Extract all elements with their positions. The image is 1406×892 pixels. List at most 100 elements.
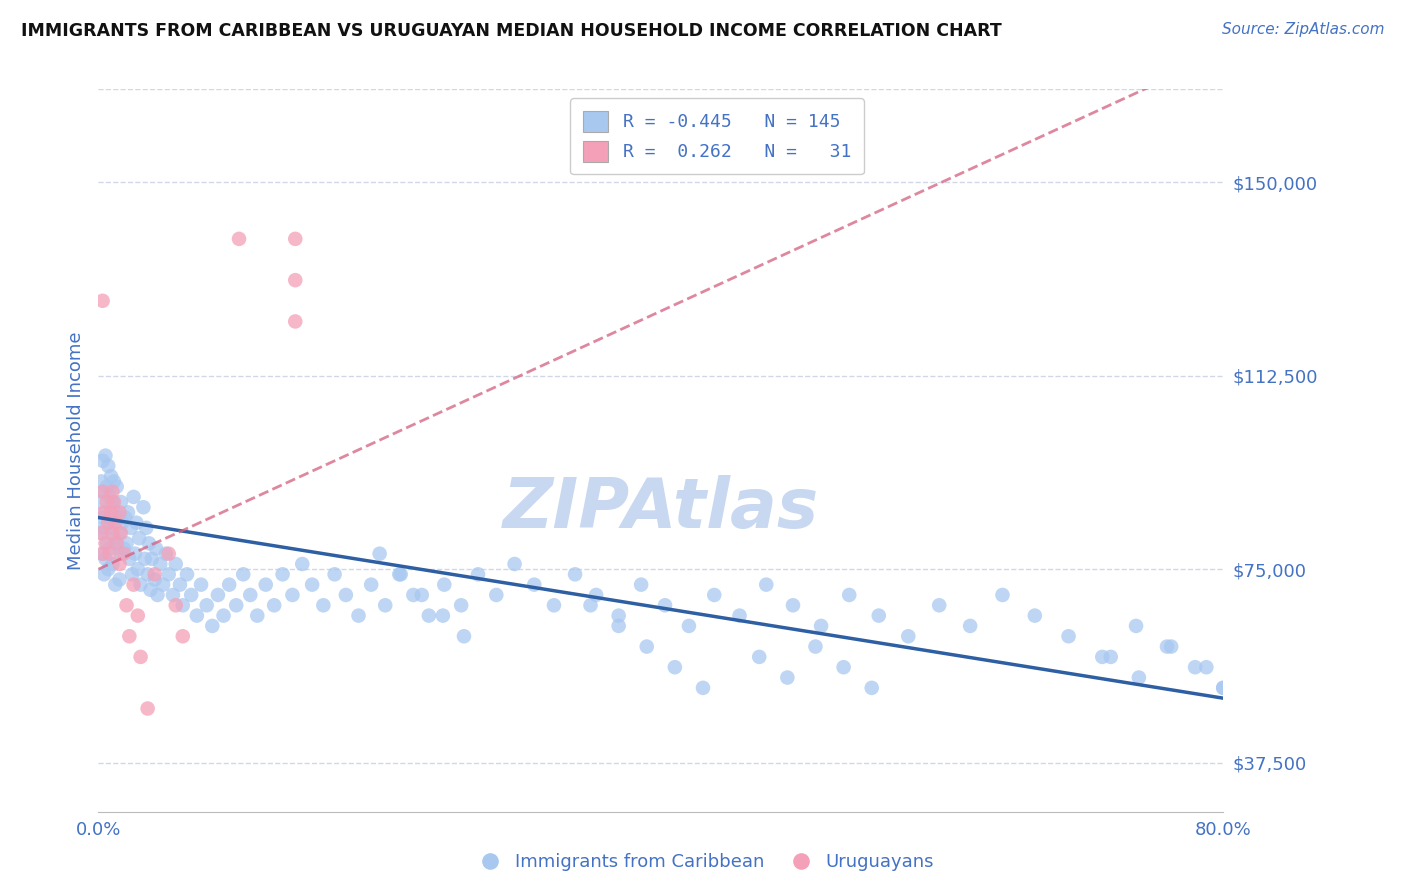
Text: IMMIGRANTS FROM CARIBBEAN VS URUGUAYAN MEDIAN HOUSEHOLD INCOME CORRELATION CHART: IMMIGRANTS FROM CARIBBEAN VS URUGUAYAN M… bbox=[21, 22, 1002, 40]
Point bbox=[804, 640, 827, 654]
Point bbox=[418, 608, 440, 623]
Point bbox=[271, 567, 294, 582]
Point bbox=[636, 640, 658, 654]
Point bbox=[284, 314, 307, 328]
Y-axis label: Median Household Income: Median Household Income bbox=[66, 331, 84, 570]
Point bbox=[94, 505, 117, 519]
Point bbox=[959, 619, 981, 633]
Point bbox=[104, 505, 127, 519]
Point bbox=[246, 608, 269, 623]
Point bbox=[523, 577, 546, 591]
Point bbox=[180, 588, 202, 602]
Point bbox=[138, 536, 160, 550]
Point bbox=[450, 599, 472, 613]
Point bbox=[263, 599, 285, 613]
Point bbox=[897, 629, 920, 643]
Point bbox=[630, 577, 652, 591]
Point bbox=[136, 701, 159, 715]
Point bbox=[93, 484, 115, 499]
Point bbox=[90, 526, 112, 541]
Point bbox=[135, 521, 157, 535]
Text: Source: ZipAtlas.com: Source: ZipAtlas.com bbox=[1222, 22, 1385, 37]
Legend: Immigrants from Caribbean, Uruguayans: Immigrants from Caribbean, Uruguayans bbox=[464, 847, 942, 879]
Point bbox=[228, 232, 250, 246]
Point bbox=[485, 588, 508, 602]
Point bbox=[118, 551, 141, 566]
Point bbox=[1212, 681, 1234, 695]
Point bbox=[1091, 649, 1114, 664]
Point bbox=[91, 484, 114, 499]
Point bbox=[165, 599, 187, 613]
Point bbox=[105, 536, 128, 550]
Point bbox=[101, 484, 124, 499]
Point bbox=[432, 608, 454, 623]
Point bbox=[755, 577, 778, 591]
Point bbox=[585, 588, 607, 602]
Point bbox=[118, 629, 141, 643]
Point bbox=[91, 293, 114, 308]
Point bbox=[212, 608, 235, 623]
Point bbox=[100, 521, 122, 535]
Point bbox=[93, 505, 115, 519]
Point bbox=[91, 547, 114, 561]
Point bbox=[782, 599, 804, 613]
Point bbox=[312, 599, 335, 613]
Point bbox=[169, 577, 191, 591]
Point bbox=[607, 608, 630, 623]
Point bbox=[284, 273, 307, 287]
Point bbox=[868, 608, 890, 623]
Point bbox=[433, 577, 456, 591]
Point bbox=[360, 577, 382, 591]
Point bbox=[107, 510, 129, 524]
Point bbox=[105, 536, 128, 550]
Point bbox=[172, 599, 194, 613]
Point bbox=[108, 573, 131, 587]
Point bbox=[100, 505, 122, 519]
Text: ZIPAtlas: ZIPAtlas bbox=[503, 475, 818, 541]
Point bbox=[543, 599, 565, 613]
Point bbox=[207, 588, 229, 602]
Point bbox=[664, 660, 686, 674]
Point bbox=[97, 562, 120, 576]
Point bbox=[112, 547, 135, 561]
Point bbox=[284, 232, 307, 246]
Point bbox=[176, 567, 198, 582]
Point bbox=[127, 562, 149, 576]
Point bbox=[1212, 681, 1234, 695]
Point bbox=[146, 588, 169, 602]
Point bbox=[98, 490, 121, 504]
Point bbox=[335, 588, 357, 602]
Point bbox=[94, 551, 117, 566]
Point bbox=[97, 516, 120, 530]
Point bbox=[127, 608, 149, 623]
Point bbox=[152, 577, 174, 591]
Point bbox=[112, 541, 135, 556]
Point bbox=[195, 599, 218, 613]
Point bbox=[1125, 619, 1147, 633]
Point bbox=[124, 547, 146, 561]
Point bbox=[703, 588, 725, 602]
Point bbox=[98, 541, 121, 556]
Point bbox=[1057, 629, 1080, 643]
Point bbox=[225, 599, 247, 613]
Point bbox=[157, 547, 180, 561]
Point bbox=[110, 495, 132, 509]
Point bbox=[190, 577, 212, 591]
Point bbox=[96, 536, 118, 550]
Point bbox=[143, 573, 166, 587]
Point bbox=[105, 480, 128, 494]
Point bbox=[129, 649, 152, 664]
Point bbox=[110, 526, 132, 541]
Point bbox=[254, 577, 277, 591]
Point bbox=[100, 469, 122, 483]
Point bbox=[281, 588, 304, 602]
Point bbox=[94, 449, 117, 463]
Point bbox=[101, 526, 124, 541]
Point bbox=[692, 681, 714, 695]
Point bbox=[838, 588, 860, 602]
Point bbox=[776, 671, 799, 685]
Point bbox=[201, 619, 224, 633]
Point bbox=[136, 567, 159, 582]
Point bbox=[374, 599, 396, 613]
Point bbox=[411, 588, 433, 602]
